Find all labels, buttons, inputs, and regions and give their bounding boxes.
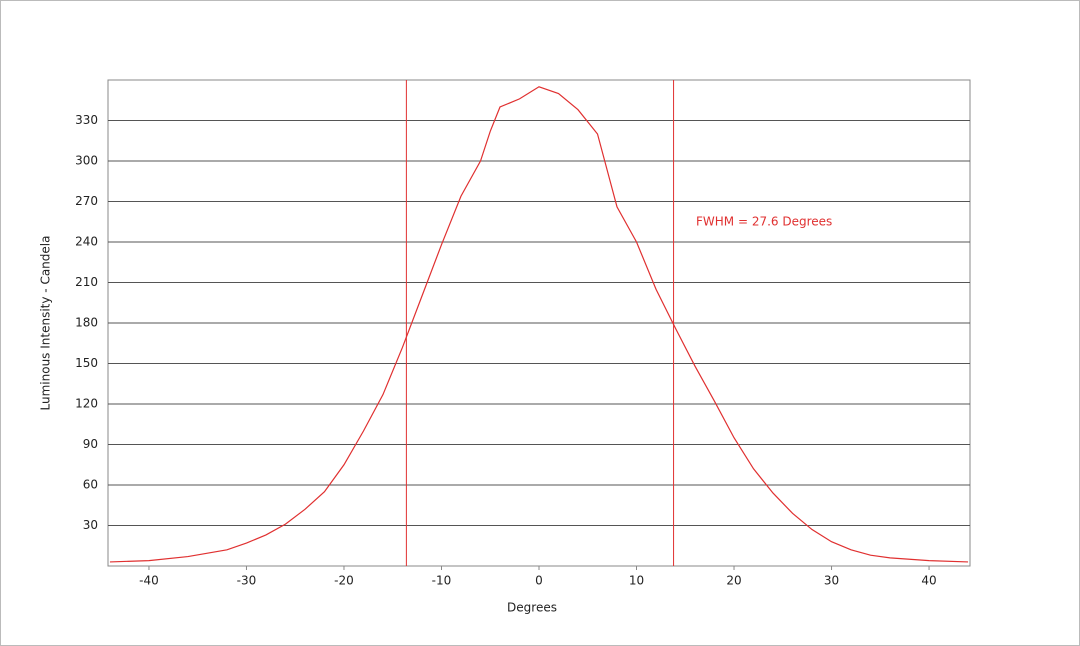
x-tick-label: -40 xyxy=(139,574,159,588)
x-tick-label: 10 xyxy=(629,574,644,588)
y-axis-label: Luminous Intensity - Candela xyxy=(39,236,53,411)
y-tick-label: 150 xyxy=(75,356,98,370)
y-tick-label: 240 xyxy=(75,235,98,249)
annotation: FWHM = 27.6 Degrees xyxy=(696,215,832,229)
y-tick-label: 120 xyxy=(75,397,98,411)
data-line xyxy=(109,86,969,563)
y-tick-label: 270 xyxy=(75,194,98,208)
x-tick-label: 30 xyxy=(824,574,839,588)
y-tick-label: 300 xyxy=(75,154,98,168)
y-tick-label: 180 xyxy=(75,316,98,330)
y-tick-label: 90 xyxy=(83,437,98,451)
x-tick-label: 40 xyxy=(921,574,936,588)
x-axis-label: Degrees xyxy=(507,601,557,615)
x-tick-label: 20 xyxy=(726,574,741,588)
x-tick-label: -10 xyxy=(432,574,452,588)
x-tick-label: 0 xyxy=(535,574,543,588)
y-tick-label: 60 xyxy=(83,478,98,492)
y-tick-label: 30 xyxy=(83,518,98,532)
y-tick-label: 210 xyxy=(75,275,98,289)
x-tick-label: -20 xyxy=(334,574,354,588)
y-tick-label: 330 xyxy=(75,113,98,127)
x-tick-label: -30 xyxy=(237,574,257,588)
